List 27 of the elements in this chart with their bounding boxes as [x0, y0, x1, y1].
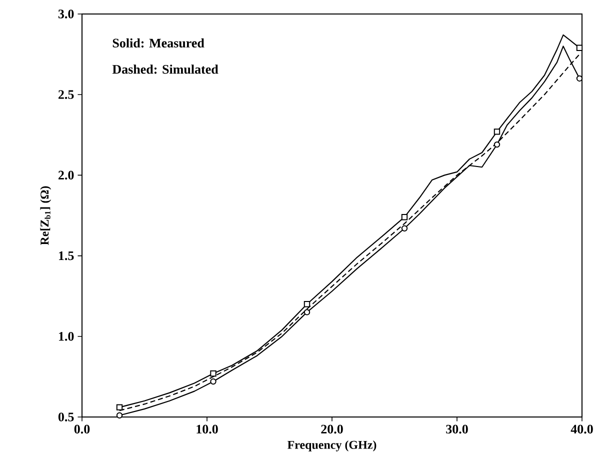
x-tick-label: 40.0 [570, 424, 593, 434]
point [576, 44, 583, 51]
x-tick-label: 20.0 [321, 424, 343, 434]
y-tick-label: 2.0 [58, 170, 74, 180]
y-tick-label: 2.5 [58, 90, 74, 99]
point [304, 309, 310, 316]
y-tick-label: 3.0 [58, 10, 74, 18]
point [304, 301, 310, 308]
x-axis-title: Frequency (GHz) [287, 440, 376, 452]
point [116, 404, 123, 410]
annotation: Dashed: Simulated [112, 64, 218, 74]
y-tick-label: 1.0 [58, 332, 74, 341]
point [210, 370, 216, 377]
x-tick-label: 10.0 [196, 424, 218, 434]
annotation: Solid: Measured [112, 38, 204, 48]
point [401, 225, 408, 232]
y-tick-label: 0.5 [58, 412, 74, 422]
point [401, 214, 408, 220]
y-tick-label: 1.5 [58, 251, 74, 260]
point [494, 141, 500, 148]
y-axis-title: Re[Z$_{b1}$] (Ω) [40, 186, 52, 246]
point [576, 75, 583, 82]
point [494, 128, 500, 135]
x-tick-label: 0.0 [74, 424, 90, 434]
x-tick-label: 30.0 [446, 424, 468, 434]
point [210, 378, 216, 385]
point [116, 412, 123, 418]
